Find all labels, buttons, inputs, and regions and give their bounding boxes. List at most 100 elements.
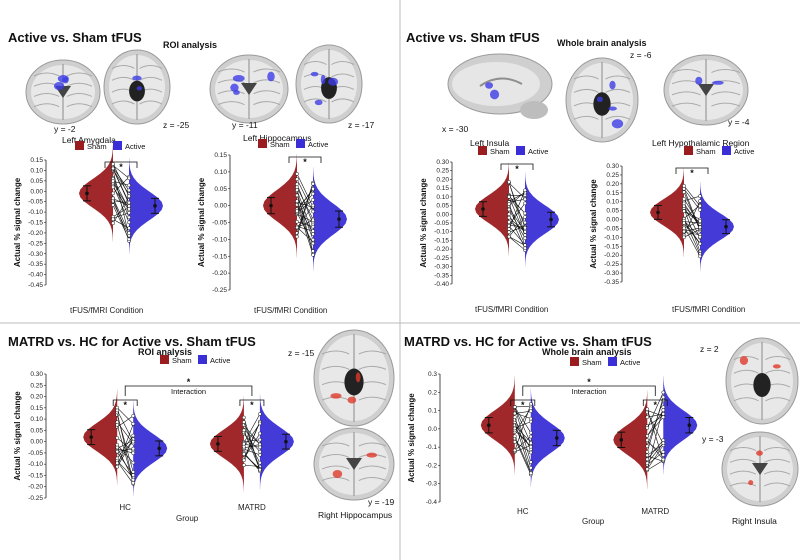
brain-slice-axial: [565, 57, 639, 143]
subject-point: [507, 212, 511, 217]
y-axis-label: Actual % signal change: [197, 177, 206, 267]
brain-slice-axial: [313, 329, 395, 427]
brain-sulcus: [733, 397, 759, 402]
paired-line: [647, 451, 664, 466]
subject-point: [523, 215, 527, 219]
brain-sulcus: [217, 68, 245, 73]
subject-point: [528, 430, 533, 435]
brain-slice-axial: [103, 49, 171, 125]
subject-point: [661, 453, 666, 457]
paired-line: [112, 207, 130, 218]
legend-label-sham: Sham: [582, 358, 602, 367]
chart-left-amygdala: Sham Active 0.15 0.10 0.05 0.00 -0.05 -0.10 -0.1…: [13, 141, 163, 289]
coord-label: y = -11: [232, 120, 258, 130]
y-tick-label: -0.15: [212, 253, 227, 260]
paired-line: [296, 220, 314, 228]
subject-point: [111, 162, 115, 166]
significance-bracket: [112, 399, 138, 406]
activation-blob: [53, 82, 65, 90]
legend-swatch-active: [516, 146, 525, 155]
subject-point: [682, 183, 686, 188]
subject-point: [311, 191, 315, 196]
subject-point: [698, 204, 702, 208]
brain-sulcus: [111, 65, 135, 69]
y-tick-label: 0.15: [30, 157, 43, 164]
paired-line: [296, 188, 314, 212]
paired-line: [683, 192, 701, 231]
paired-line: [243, 448, 261, 456]
interaction-label: Interaction: [171, 387, 206, 396]
mean-point: [549, 217, 553, 222]
paired-line: [508, 196, 526, 236]
paired-line: [243, 423, 261, 447]
brain-ventricle: [752, 463, 768, 475]
paired-line: [508, 192, 526, 202]
y-tick-label: -0.25: [28, 240, 43, 247]
subject-point: [311, 197, 315, 202]
panel-title: MATRD vs. HC for Active vs. Sham tFUS: [404, 334, 652, 349]
paired-line: [116, 439, 134, 464]
y-tick-label: -0.25: [28, 495, 43, 502]
subject-point: [698, 208, 702, 212]
subject-point: [507, 234, 511, 239]
subject-point: [295, 219, 299, 224]
paired-line: [243, 453, 261, 470]
subject-point: [258, 449, 262, 454]
significance-bracket: [288, 156, 322, 163]
paired-line: [296, 212, 314, 244]
paired-line: [112, 165, 130, 179]
group-label: MATRD: [641, 507, 669, 516]
subject-point: [311, 249, 315, 253]
brain-slice-axial: [295, 44, 363, 124]
brain-slice-coronal: [25, 59, 101, 125]
brain-ventricle: [241, 83, 257, 95]
paired-line: [514, 436, 531, 451]
subject-point: [242, 420, 246, 424]
x-axis-label: tFUS/fMRI Condition: [254, 306, 327, 315]
y-tick-label: -0.30: [28, 251, 43, 258]
subject-point: [295, 182, 299, 187]
subject-point: [523, 236, 527, 241]
activation-blob: [596, 96, 603, 103]
activation-blob: [230, 83, 239, 92]
legend-swatch-active: [722, 146, 731, 155]
brain-gyrus: [479, 77, 523, 87]
legend-label-active: Active: [210, 356, 230, 365]
y-tick-label: -0.35: [28, 261, 43, 268]
region-label: Left Hippocampus: [243, 133, 312, 143]
legend-label-sham: Sham: [490, 147, 510, 156]
y-tick-label: 0.25: [606, 172, 619, 179]
y-axis-label: Actual % signal change: [13, 177, 22, 267]
subject-point: [127, 231, 131, 235]
paired-line: [514, 422, 532, 474]
brain-sulcus: [729, 458, 757, 463]
legend-label-sham: Sham: [172, 356, 192, 365]
activation-blob: [267, 71, 275, 82]
subject-point: [115, 445, 120, 450]
brain-sulcus: [729, 482, 757, 487]
significance-bracket: [239, 399, 265, 406]
paired-line: [508, 203, 526, 246]
legend-swatch-sham: [258, 139, 267, 148]
violin-active: [313, 167, 347, 271]
subject-point: [111, 203, 115, 207]
paired-line: [508, 194, 526, 196]
y-tick-label: 0.30: [436, 159, 449, 166]
subject-point: [295, 177, 299, 182]
paired-line: [646, 397, 664, 452]
paired-line: [296, 221, 314, 227]
paired-line: [112, 170, 130, 236]
mean-point: [555, 436, 559, 440]
subject-point: [115, 449, 120, 454]
subject-point: [682, 226, 686, 231]
activation-blob: [608, 106, 617, 111]
paired-line: [683, 195, 701, 202]
brain-sulcus: [358, 465, 387, 470]
y-tick-label: 0.10: [436, 194, 449, 201]
brain-sulcus: [33, 92, 60, 97]
subject-point: [258, 467, 262, 472]
y-axis-label: Actual % signal change: [419, 178, 428, 268]
violin-sham: [263, 153, 297, 258]
subject-point: [523, 197, 527, 202]
